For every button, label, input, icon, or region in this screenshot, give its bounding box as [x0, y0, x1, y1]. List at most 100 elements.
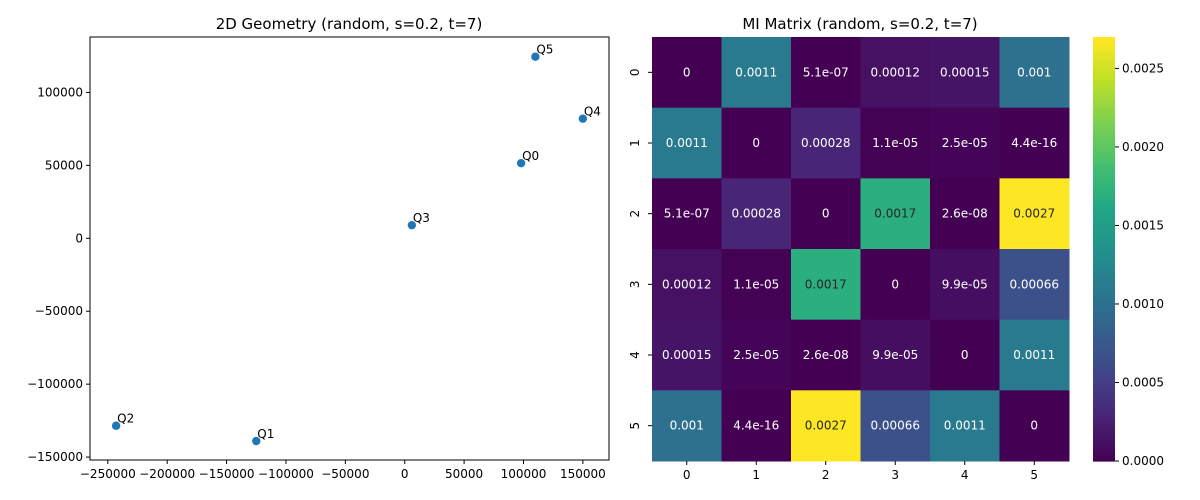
heatmap-cell: [721, 319, 792, 391]
heatmap-cell-label: 2.5e-05: [733, 348, 779, 362]
colorbar-band: [1093, 192, 1115, 197]
heatmap-cell-label: 9.9e-05: [942, 277, 988, 291]
colorbar-band: [1093, 61, 1115, 66]
heatmap-cell: [791, 319, 861, 391]
colorbar-band: [1093, 284, 1115, 289]
scatter-x-tick-label: −150000: [199, 467, 255, 481]
colorbar-band: [1093, 238, 1115, 243]
colorbar-band: [1093, 249, 1115, 254]
scatter-point-label: Q4: [584, 105, 601, 119]
colorbar-band: [1093, 294, 1115, 300]
heatmap-cell: [721, 37, 792, 109]
heatmap-cell-label: 0.001: [1017, 65, 1051, 79]
colorbar-band: [1093, 383, 1115, 388]
heatmap-cell-label: 2.6e-08: [942, 207, 988, 221]
scatter-point-q0: [516, 158, 526, 168]
heatmap-cell-label: 9.9e-05: [872, 348, 918, 362]
scatter-y-tick-label: −150000: [27, 450, 83, 464]
scatter-x-axis: −250000 −200000 −150000 −100000 −50000 0 50000…: [80, 460, 606, 481]
heatmap-cell: [999, 319, 1070, 391]
heatmap-cell: [652, 319, 722, 391]
heatmap-cell: [999, 249, 1070, 321]
heatmap-cell-label: 0.001: [670, 419, 704, 433]
scatter-point-label: Q2: [117, 412, 134, 426]
heatmap-y-tick-label: 2: [628, 210, 642, 218]
colorbar-tick-label: 0.0025: [1122, 61, 1164, 75]
colorbar-band: [1093, 97, 1115, 102]
colorbar-band: [1093, 411, 1115, 416]
scatter-x-tick-label: −50000: [321, 467, 369, 481]
heatmap-cell-label: 0.00066: [1009, 277, 1059, 291]
colorbar-band: [1093, 390, 1115, 395]
colorbar-band: [1093, 429, 1115, 434]
heatmap-title: MI Matrix (random, s=0.2, t=7): [742, 15, 977, 33]
heatmap-cell: [791, 390, 861, 462]
colorbar-band: [1093, 397, 1115, 402]
scatter-plot-area: [89, 36, 610, 461]
colorbar-band: [1093, 54, 1115, 59]
heatmap-cell-label: 0.00028: [801, 136, 851, 150]
heatmap-cell-label: 0: [1030, 419, 1038, 433]
heatmap-cell-label: 0.0017: [805, 277, 847, 291]
colorbar-tick-label: 0.0020: [1122, 140, 1164, 154]
colorbar-band: [1093, 90, 1115, 95]
colorbar-band: [1093, 333, 1115, 338]
colorbar-band: [1093, 319, 1115, 324]
heatmap-x-tick-label: 5: [1030, 468, 1038, 482]
colorbar-band: [1093, 415, 1115, 420]
colorbar-band: [1093, 171, 1115, 176]
heatmap-x-tick-label: 1: [752, 468, 760, 482]
colorbar-band: [1093, 234, 1115, 239]
heatmap-cell: [930, 37, 1000, 109]
heatmap-cell: [999, 178, 1070, 250]
colorbar-band: [1093, 86, 1115, 91]
heatmap-y-tick-label: 4: [628, 351, 642, 359]
colorbar-band: [1093, 72, 1115, 77]
scatter-x-tick-label: 150000: [560, 467, 606, 481]
heatmap-cell: [860, 107, 931, 179]
colorbar-band: [1093, 104, 1115, 109]
heatmap-cell: [860, 37, 931, 109]
heatmap-cell: [999, 107, 1070, 179]
heatmap-cell-label: 0.0027: [1013, 207, 1055, 221]
heatmap-cell-label: 0: [891, 277, 899, 291]
heatmap-cell: [791, 178, 861, 250]
colorbar-band: [1093, 241, 1115, 247]
colorbar-band: [1093, 302, 1115, 307]
colorbar-band: [1093, 118, 1115, 123]
colorbar-band: [1093, 203, 1115, 208]
colorbar-band: [1093, 422, 1115, 427]
heatmap-y-tick-label: 5: [628, 422, 642, 430]
heatmap-cell: [721, 249, 792, 321]
heatmap-x-tick-label: 2: [822, 468, 830, 482]
scatter-y-axis: −150000 −100000 −50000 0 50000 100000: [27, 85, 90, 464]
colorbar-band: [1093, 358, 1115, 363]
scatter-x-tick-label: 50000: [445, 467, 483, 481]
colorbar-band: [1093, 93, 1115, 98]
colorbar-band: [1093, 51, 1115, 56]
scatter-title: 2D Geometry (random, s=0.2, t=7): [216, 15, 483, 33]
heatmap-cells: 0 0.0011 5.1e-07 0.00012 0.00015 0.001 0.0011 0…: [652, 37, 1070, 462]
colorbar-band: [1093, 114, 1115, 119]
colorbar-band: [1093, 125, 1115, 130]
colorbar-band: [1093, 256, 1115, 261]
colorbar-tick-label: 0.0000: [1122, 454, 1164, 468]
heatmap-cell: [652, 390, 722, 462]
heatmap-x-axis: 0 1 2 3 4 5: [683, 461, 1038, 482]
scatter-y-tick-label: 50000: [45, 158, 83, 172]
heatmap-cell: [721, 107, 792, 179]
colorbar-band: [1093, 217, 1115, 222]
colorbar-band: [1093, 393, 1115, 398]
heatmap-cell-label: 0: [752, 136, 760, 150]
colorbar-band: [1093, 379, 1115, 384]
heatmap-cell: [791, 249, 861, 321]
colorbar-band: [1093, 277, 1115, 282]
heatmap-y-tick-label: 3: [628, 281, 642, 289]
heatmap-cell-label: 0.0017: [874, 207, 916, 221]
colorbar-band: [1093, 344, 1115, 349]
colorbar-band: [1093, 227, 1115, 232]
colorbar-band: [1093, 326, 1115, 331]
heatmap-cell: [860, 390, 931, 462]
colorbar-band: [1093, 82, 1115, 88]
